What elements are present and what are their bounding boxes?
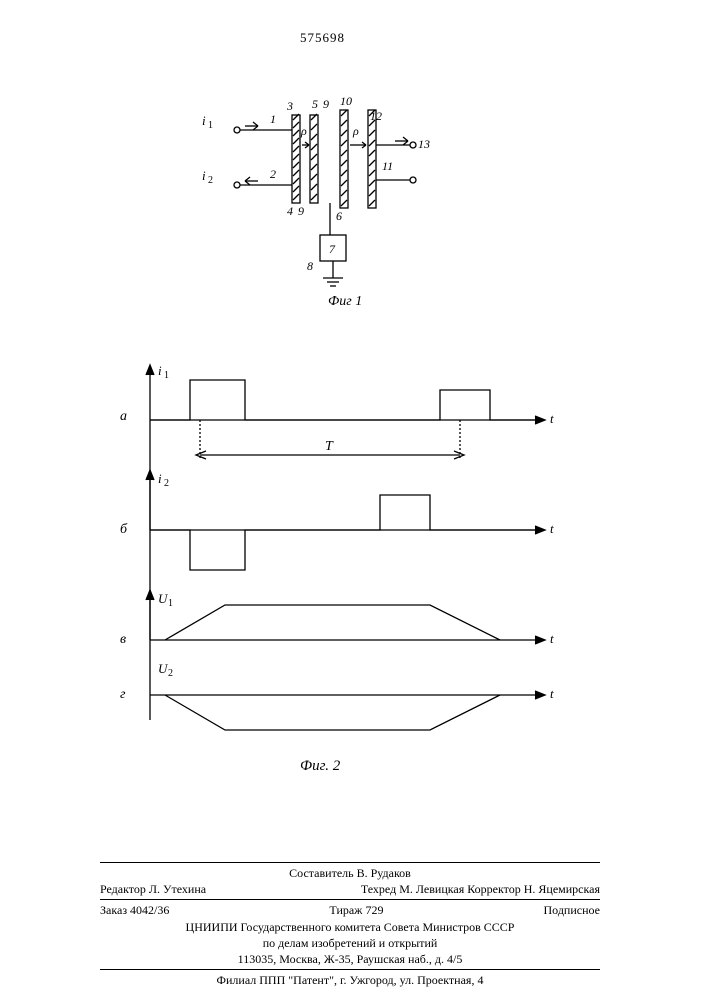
- svg-text:ρ: ρ: [352, 124, 359, 138]
- footer-block: Составитель В. Рудаков Редактор Л. Утехи…: [100, 860, 600, 988]
- svg-text:7: 7: [329, 242, 336, 256]
- svg-text:t: t: [550, 411, 554, 426]
- svg-text:2: 2: [168, 668, 173, 679]
- svg-text:1: 1: [208, 120, 213, 131]
- svg-text:i: i: [202, 168, 206, 183]
- svg-text:ρ: ρ: [300, 124, 307, 138]
- svg-text:а: а: [120, 409, 127, 424]
- fig1-diagram: i1 i2 1 2 3 4 5 9 10 12 11 13 ρ ρ 9 6 7 …: [0, 60, 707, 320]
- svg-text:2: 2: [164, 478, 169, 489]
- svg-text:1: 1: [168, 598, 173, 609]
- svg-text:T: T: [325, 439, 334, 454]
- footer-signed: Подписное: [544, 902, 601, 918]
- footer-tirazh: Тираж 729: [329, 902, 383, 918]
- svg-text:3: 3: [286, 99, 293, 113]
- page-number: 575698: [300, 30, 345, 46]
- svg-text:в: в: [120, 632, 126, 647]
- fig2-diagram: а б в г i1 i2 U1 U2 t t t t T Фиг. 2: [0, 350, 707, 790]
- svg-text:5: 5: [312, 97, 318, 111]
- svg-text:1: 1: [164, 370, 169, 381]
- footer-org2: по делам изобретений и открытий: [100, 935, 600, 951]
- fig2-caption: Фиг. 2: [300, 758, 341, 774]
- svg-text:6: 6: [336, 209, 342, 223]
- svg-text:2: 2: [270, 167, 276, 181]
- svg-text:9: 9: [323, 97, 329, 111]
- svg-text:б: б: [120, 522, 128, 537]
- svg-text:t: t: [550, 631, 554, 646]
- svg-text:t: t: [550, 521, 554, 536]
- svg-text:2: 2: [208, 175, 213, 186]
- fig1-caption: Фиг 1: [328, 294, 362, 309]
- svg-text:i: i: [158, 471, 162, 486]
- svg-text:i: i: [158, 363, 162, 378]
- svg-text:4: 4: [287, 204, 293, 218]
- svg-text:11: 11: [382, 159, 393, 173]
- footer-org1: ЦНИИПИ Государственного комитета Совета …: [100, 919, 600, 935]
- svg-text:8: 8: [307, 259, 313, 273]
- footer-compiler: Составитель В. Рудаков: [100, 865, 600, 881]
- svg-text:i: i: [202, 113, 206, 128]
- footer-editor: Редактор Л. Утехина: [100, 881, 206, 897]
- footer-address: 113035, Москва, Ж-35, Раушская наб., д. …: [100, 951, 600, 967]
- svg-text:10: 10: [340, 94, 352, 108]
- footer-printer: Филиал ППП "Патент", г. Ужгород, ул. Про…: [100, 972, 600, 988]
- svg-text:1: 1: [270, 112, 276, 126]
- footer-techred: Техред М. Левицкая Корректор Н. Яцемирск…: [361, 881, 600, 897]
- footer-order: Заказ 4042/36: [100, 902, 169, 918]
- svg-text:9: 9: [298, 204, 304, 218]
- svg-text:г: г: [120, 687, 126, 702]
- svg-text:12: 12: [370, 109, 382, 123]
- svg-text:t: t: [550, 686, 554, 701]
- svg-text:13: 13: [418, 137, 430, 151]
